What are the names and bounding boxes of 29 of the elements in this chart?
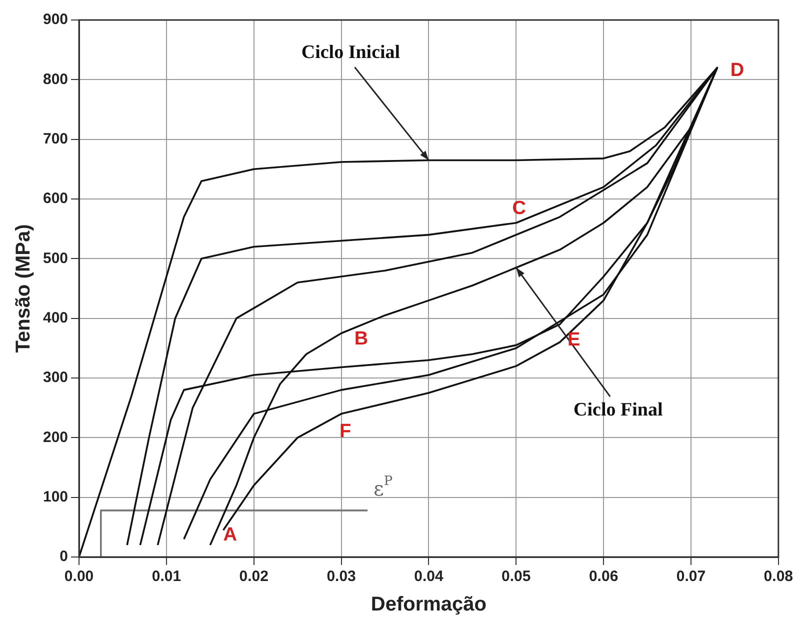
y-tick-label: 900 bbox=[42, 11, 68, 28]
y-tick-label: 200 bbox=[42, 428, 68, 446]
annotation: D bbox=[730, 60, 744, 81]
annotation: A bbox=[223, 524, 238, 546]
x-tick-label: 0.01 bbox=[152, 568, 182, 586]
x-tick-label: 0.04 bbox=[414, 568, 444, 586]
annotation: B bbox=[354, 328, 368, 350]
y-axis-title: Tensão (MPa) bbox=[12, 224, 35, 353]
y-tick-label: 100 bbox=[42, 488, 68, 506]
y-tick-label: 400 bbox=[42, 309, 68, 326]
y-tick-label: 800 bbox=[42, 70, 68, 88]
x-tick-label: 0.07 bbox=[676, 568, 706, 586]
x-tick-label: 0.00 bbox=[64, 568, 94, 586]
annotation: F bbox=[339, 421, 352, 442]
y-tick-label: 0 bbox=[60, 548, 68, 566]
annotation: E bbox=[568, 330, 580, 351]
annotation: C bbox=[512, 198, 526, 220]
x-tick-label: 0.05 bbox=[502, 568, 531, 586]
y-tick-label: 700 bbox=[42, 130, 68, 148]
annotation: Ciclo Final bbox=[574, 400, 663, 421]
x-tick-label: 0.02 bbox=[239, 568, 268, 586]
x-tick-label: 0.03 bbox=[326, 568, 356, 586]
x-axis-title: Deformação bbox=[370, 594, 487, 616]
y-tick-label: 600 bbox=[42, 190, 68, 208]
y-tick-label: 500 bbox=[42, 250, 68, 267]
x-tick-label: 0.06 bbox=[588, 568, 618, 586]
y-tick-label: 300 bbox=[42, 369, 68, 386]
annotation: Ciclo Inicial bbox=[301, 42, 400, 64]
x-tick-label: 0.08 bbox=[764, 568, 794, 586]
